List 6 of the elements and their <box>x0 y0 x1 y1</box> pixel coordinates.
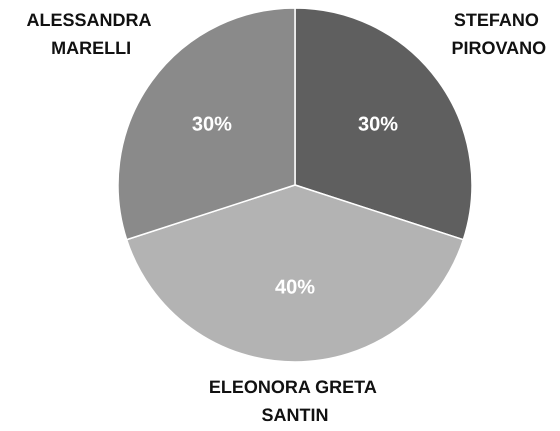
slice-label: ALESSANDRA MARELLI <box>26 10 156 58</box>
slice-label: ELEONORA GRETA SANTIN <box>208 377 382 425</box>
data-label: 40% <box>274 276 316 299</box>
slice-label: STEFANO PIROVANO <box>451 10 546 58</box>
data-label: 30% <box>192 114 232 136</box>
data-label: 30% <box>358 114 398 136</box>
